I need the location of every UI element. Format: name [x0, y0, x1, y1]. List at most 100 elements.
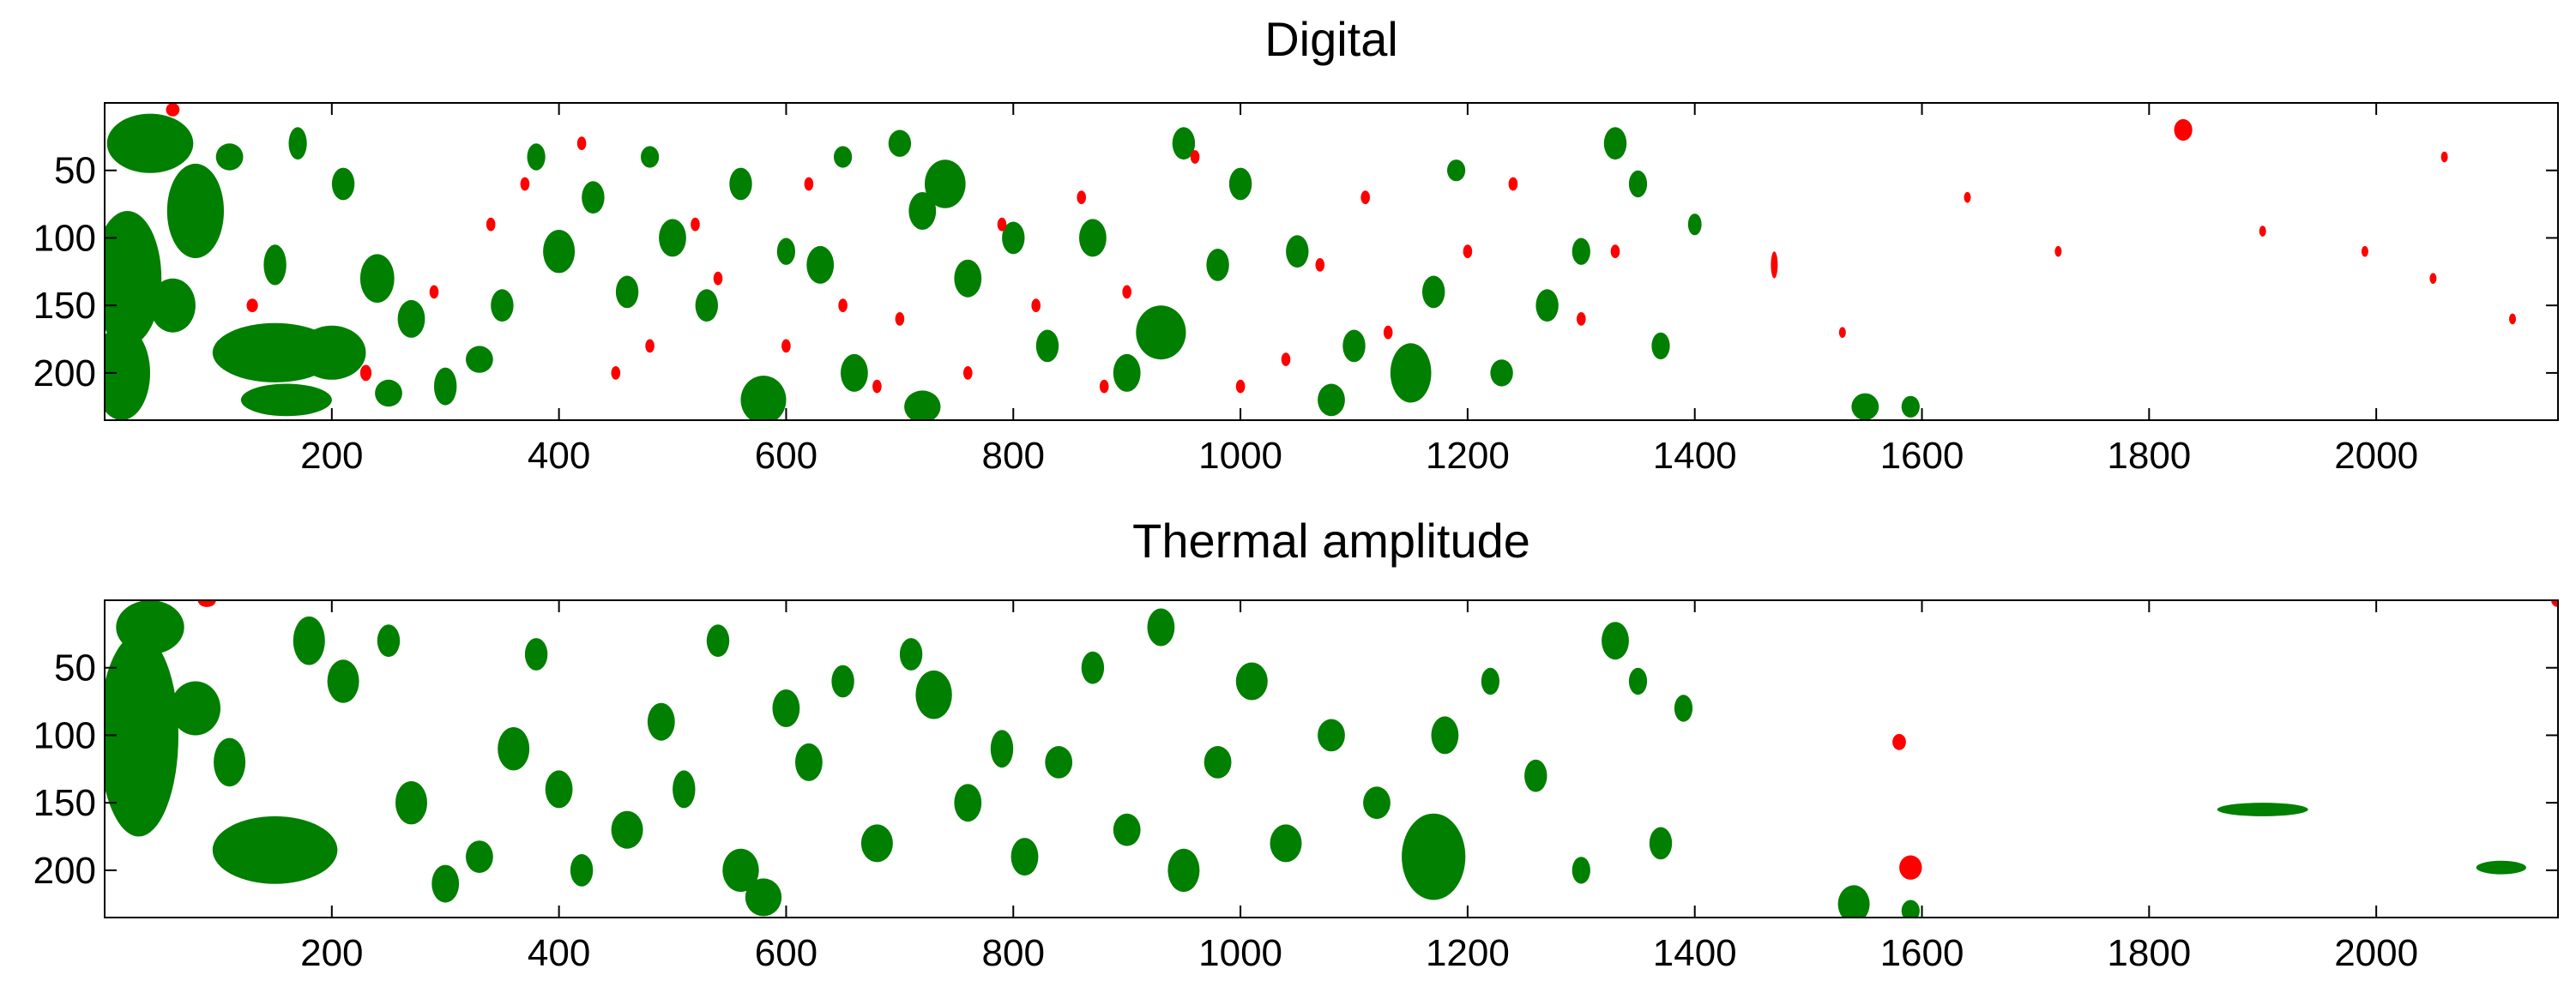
red-region-33	[1838, 327, 1846, 339]
thermal-amplitude-axes-frame	[104, 599, 2559, 918]
green-region-19	[582, 181, 605, 214]
red-region-18	[1031, 298, 1041, 313]
x-tick-label: 400	[528, 932, 590, 974]
green-region-30	[1045, 746, 1073, 779]
red-region-41	[2440, 151, 2448, 163]
thermal-amplitude-ticks: 200 400 600 800 1000 1200 1400 1600 1800 2000 50 10…	[33, 600, 2558, 974]
digital-panel: Digital 200 400 600 800 1000 1200 1400 1600 1800…	[33, 12, 2559, 477]
green-region-45	[1390, 343, 1432, 403]
green-region-43	[1524, 759, 1547, 792]
red-region-13	[838, 298, 848, 313]
green-region-2	[170, 681, 220, 736]
green-region-14	[570, 854, 594, 887]
y-tick-label: 100	[33, 714, 96, 756]
green-region-48	[1674, 695, 1693, 722]
red-region-15	[895, 312, 905, 326]
green-region-41	[1431, 716, 1459, 755]
x-tick-label: 1800	[2107, 932, 2191, 974]
red-region-21	[1122, 285, 1131, 299]
green-region-34	[1167, 848, 1200, 893]
green-region-56	[1901, 395, 1920, 418]
green-region-26	[915, 670, 952, 719]
green-region-44	[1572, 857, 1590, 884]
green-region-38	[1136, 305, 1186, 360]
red-region-38	[1964, 191, 1971, 203]
x-tick-label: 1600	[1880, 932, 1964, 974]
red-region-1	[246, 298, 258, 313]
red-region-1	[1892, 733, 1906, 750]
green-region-15	[466, 346, 493, 373]
green-region-49	[1535, 289, 1559, 322]
green-region-51	[2217, 803, 2308, 816]
green-region-45	[1602, 622, 1629, 660]
green-region-1	[105, 211, 162, 346]
green-region-25	[899, 638, 923, 671]
green-region-22	[659, 219, 686, 257]
green-region-22	[795, 743, 823, 781]
digital-title: Digital	[1264, 12, 1398, 66]
green-region-40	[1402, 813, 1466, 900]
red-region-3	[429, 285, 439, 299]
green-region-54	[1687, 214, 1702, 236]
green-region-25	[740, 376, 787, 420]
green-region-58	[375, 379, 402, 407]
green-region-48	[1490, 359, 1513, 387]
red-region-39	[2054, 245, 2062, 257]
y-tick-label: 200	[33, 352, 96, 394]
red-region-17	[997, 217, 1007, 232]
green-region-42	[1481, 667, 1499, 695]
red-region-23	[1235, 379, 1246, 394]
x-tick-label: 400	[528, 435, 590, 477]
green-region-37	[1270, 824, 1302, 863]
red-region-10	[713, 271, 723, 286]
red-region-4	[486, 217, 496, 232]
red-region-2	[359, 364, 372, 382]
red-region-37	[2509, 313, 2516, 325]
green-region-32	[1113, 813, 1141, 846]
green-region-52	[1628, 170, 1648, 198]
red-region-6	[576, 136, 587, 151]
green-region-46	[1422, 275, 1445, 309]
red-region-30	[1577, 312, 1586, 326]
green-region-13	[397, 299, 425, 338]
green-region-4	[212, 815, 338, 884]
green-region-1	[116, 600, 184, 654]
red-region-36	[2429, 273, 2437, 285]
green-region-36	[1235, 662, 1268, 701]
red-region-32	[1771, 251, 1778, 279]
green-region-10	[288, 127, 307, 160]
green-region-24	[729, 167, 752, 201]
x-tick-label: 2000	[2334, 932, 2418, 974]
green-region-21	[772, 689, 800, 727]
green-region-18	[543, 230, 576, 274]
red-region-8	[645, 339, 655, 353]
thermal-amplitude-panel: Thermal amplitude 200 400 600 800 1000 1200 14…	[33, 514, 2559, 974]
x-tick-label: 1400	[1653, 932, 1737, 974]
green-region-20	[745, 878, 782, 917]
red-region-14	[872, 379, 882, 394]
red-region-11	[781, 339, 791, 353]
y-tick-label: 50	[54, 150, 96, 192]
green-region-30	[888, 129, 912, 157]
y-tick-label: 150	[33, 285, 96, 327]
thermal-amplitude-plot-area	[105, 600, 2558, 918]
x-tick-label: 1200	[1426, 932, 1510, 974]
green-region-0	[106, 113, 194, 173]
green-region-16	[647, 702, 675, 741]
green-region-50	[1901, 900, 1920, 918]
red-region-7	[611, 366, 621, 380]
green-region-27	[806, 245, 835, 284]
green-region-51	[1603, 127, 1627, 160]
green-region-4	[149, 278, 196, 333]
red-region-31	[1610, 244, 1620, 259]
green-region-37	[1113, 353, 1141, 392]
green-region-21	[641, 146, 660, 168]
green-region-17	[673, 770, 696, 809]
green-region-31	[908, 192, 937, 230]
red-region-5	[520, 177, 530, 191]
green-region-28	[834, 146, 853, 168]
green-region-13	[545, 770, 573, 809]
green-region-39	[1363, 786, 1391, 820]
green-region-42	[1286, 235, 1309, 268]
digital-ticks: 200 400 600 800 1000 1200 1400 1600 1800 2000 50 10…	[33, 103, 2558, 477]
